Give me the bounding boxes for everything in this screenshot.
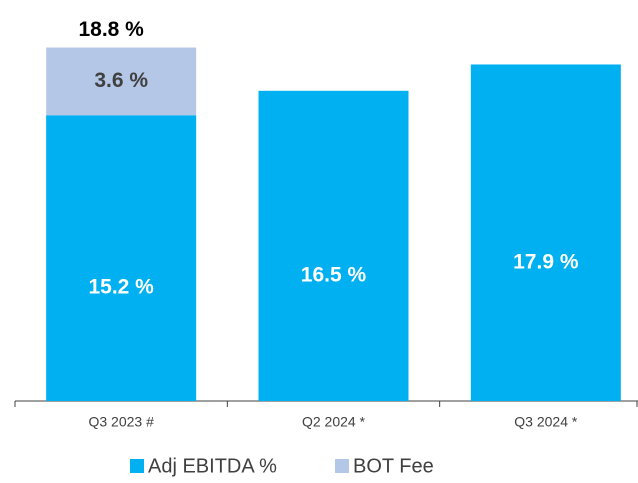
data-label: 16.5 % [301, 263, 367, 286]
x-tick-label: Q2 2024 * [302, 414, 366, 430]
x-tick-label: Q3 2023 # [88, 414, 154, 430]
bar-segment [258, 90, 409, 402]
legend-label: BOT Fee [353, 455, 434, 477]
total-label: 18.8 % [78, 18, 144, 41]
data-label: 3.6 % [94, 69, 148, 92]
bar-segment [46, 47, 197, 116]
bar-segment [470, 64, 621, 401]
legend-swatch [130, 459, 144, 473]
legend-label: Adj EBITDA % [148, 455, 277, 477]
x-tick-label: Q3 2024 * [514, 414, 578, 430]
data-label: 15.2 % [88, 276, 154, 299]
data-label: 17.9 % [513, 250, 579, 273]
legend-swatch [335, 459, 349, 473]
bar-segment [46, 115, 197, 402]
